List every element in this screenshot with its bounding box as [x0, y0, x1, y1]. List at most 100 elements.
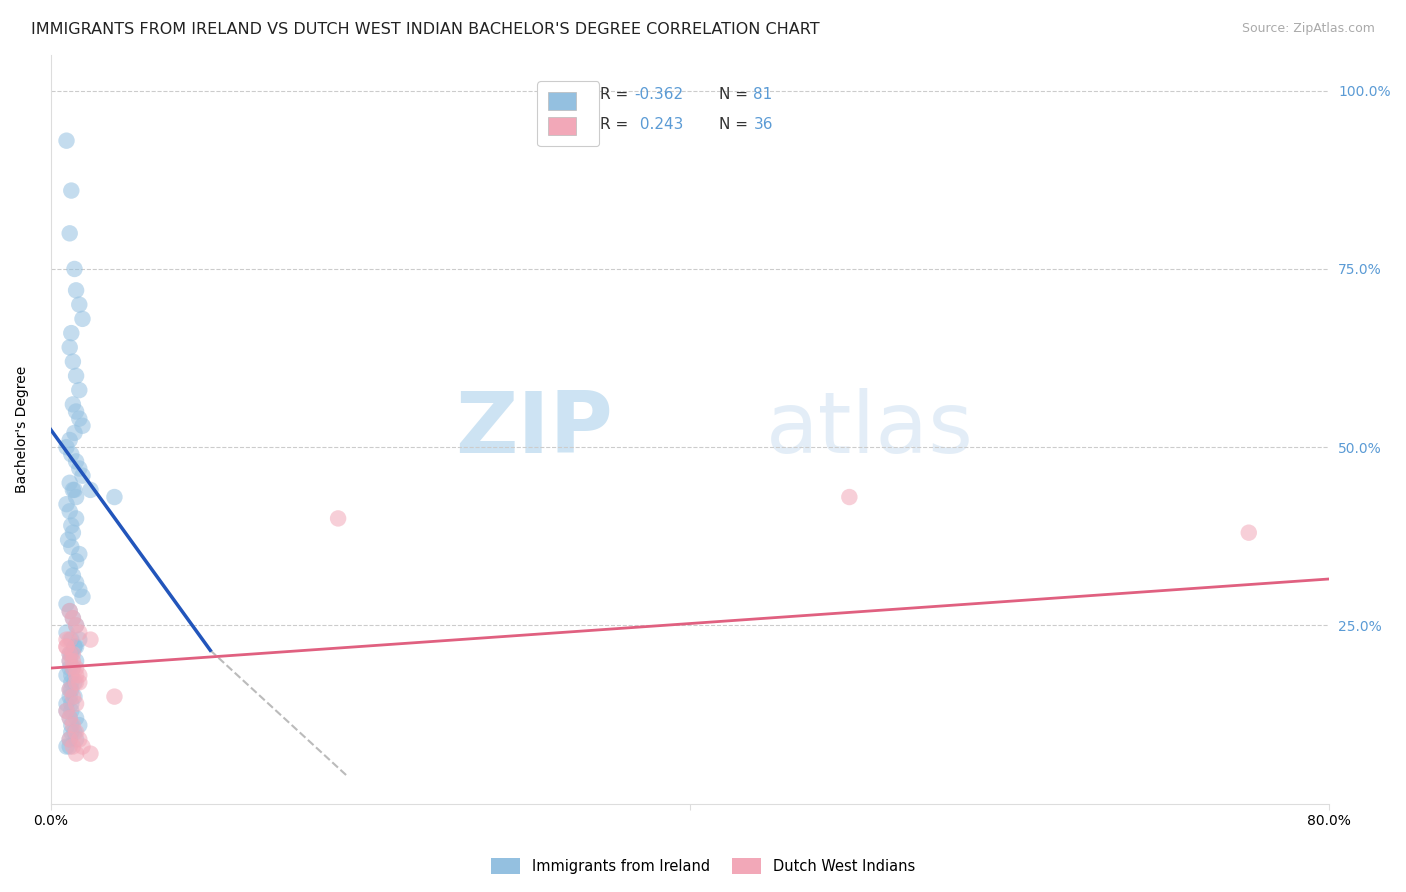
- Point: [62, 661, 84, 675]
- Point: [59, 739, 82, 754]
- Point: [62, 483, 84, 497]
- Point: [55, 440, 77, 454]
- Text: -0.362: -0.362: [634, 87, 683, 103]
- Point: [60, 518, 83, 533]
- Point: [67, 383, 90, 397]
- Point: [72, 590, 94, 604]
- Point: [103, 690, 125, 704]
- Point: [62, 647, 84, 661]
- Point: [65, 618, 87, 632]
- Point: [62, 611, 84, 625]
- Point: [59, 682, 82, 697]
- Point: [63, 725, 86, 739]
- Point: [103, 490, 125, 504]
- Point: [67, 582, 90, 597]
- Point: [60, 668, 83, 682]
- Point: [62, 611, 84, 625]
- Point: [65, 511, 87, 525]
- Point: [79, 632, 101, 647]
- Point: [59, 647, 82, 661]
- Point: [56, 533, 79, 547]
- Point: [60, 675, 83, 690]
- Point: [838, 490, 860, 504]
- Point: [65, 490, 87, 504]
- Point: [59, 340, 82, 354]
- Point: [79, 747, 101, 761]
- Point: [62, 525, 84, 540]
- Point: [59, 661, 82, 675]
- Point: [65, 454, 87, 468]
- Point: [60, 326, 83, 340]
- Point: [55, 597, 77, 611]
- Point: [60, 447, 83, 461]
- Point: [55, 739, 77, 754]
- Point: [65, 668, 87, 682]
- Point: [59, 561, 82, 575]
- Point: [326, 511, 349, 525]
- Text: Source: ZipAtlas.com: Source: ZipAtlas.com: [1241, 22, 1375, 36]
- Point: [55, 497, 77, 511]
- Point: [60, 725, 83, 739]
- Legend: Immigrants from Ireland, Dutch West Indians: Immigrants from Ireland, Dutch West Indi…: [485, 852, 921, 880]
- Text: ZIP: ZIP: [456, 388, 613, 471]
- Text: IMMIGRANTS FROM IRELAND VS DUTCH WEST INDIAN BACHELOR'S DEGREE CORRELATION CHART: IMMIGRANTS FROM IRELAND VS DUTCH WEST IN…: [31, 22, 820, 37]
- Text: 0.243: 0.243: [634, 117, 683, 132]
- Point: [63, 483, 86, 497]
- Text: 36: 36: [754, 117, 773, 132]
- Point: [55, 640, 77, 654]
- Point: [59, 647, 82, 661]
- Point: [62, 690, 84, 704]
- Point: [67, 632, 90, 647]
- Text: N =: N =: [718, 117, 752, 132]
- Point: [59, 632, 82, 647]
- Point: [65, 284, 87, 298]
- Point: [62, 568, 84, 582]
- Point: [59, 690, 82, 704]
- Y-axis label: Bachelor's Degree: Bachelor's Degree: [15, 366, 30, 493]
- Point: [62, 354, 84, 368]
- Point: [60, 540, 83, 554]
- Text: R =: R =: [600, 87, 633, 103]
- Point: [65, 654, 87, 668]
- Point: [63, 690, 86, 704]
- Point: [67, 718, 90, 732]
- Point: [79, 483, 101, 497]
- Point: [59, 604, 82, 618]
- Point: [60, 718, 83, 732]
- Point: [59, 604, 82, 618]
- Point: [65, 640, 87, 654]
- Text: atlas: atlas: [766, 388, 974, 471]
- Point: [65, 711, 87, 725]
- Point: [60, 704, 83, 718]
- Legend: , : ,: [537, 81, 599, 145]
- Text: R =: R =: [600, 117, 633, 132]
- Point: [72, 311, 94, 326]
- Point: [55, 632, 77, 647]
- Point: [1237, 525, 1260, 540]
- Point: [59, 682, 82, 697]
- Point: [63, 640, 86, 654]
- Point: [59, 504, 82, 518]
- Point: [65, 661, 87, 675]
- Point: [65, 404, 87, 418]
- Point: [65, 732, 87, 747]
- Text: 81: 81: [754, 87, 773, 103]
- Point: [65, 368, 87, 383]
- Point: [63, 425, 86, 440]
- Point: [67, 547, 90, 561]
- Text: N =: N =: [718, 87, 752, 103]
- Point: [65, 675, 87, 690]
- Point: [55, 134, 77, 148]
- Point: [67, 461, 90, 475]
- Point: [67, 297, 90, 311]
- Point: [59, 475, 82, 490]
- Point: [67, 675, 90, 690]
- Point: [72, 739, 94, 754]
- Point: [59, 654, 82, 668]
- Point: [63, 675, 86, 690]
- Point: [62, 718, 84, 732]
- Point: [65, 554, 87, 568]
- Point: [59, 654, 82, 668]
- Point: [59, 732, 82, 747]
- Point: [65, 618, 87, 632]
